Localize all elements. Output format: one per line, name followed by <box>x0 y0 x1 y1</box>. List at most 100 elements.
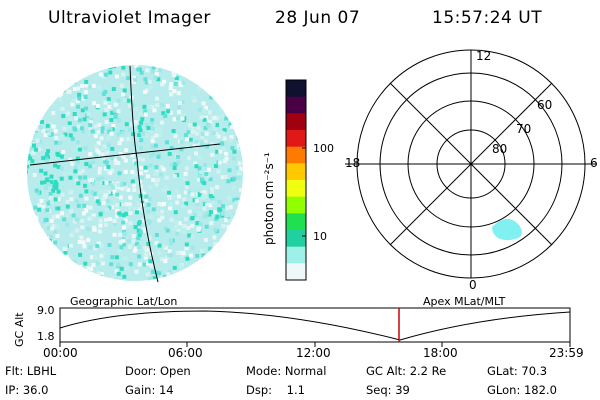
speckle-pixel <box>75 140 80 145</box>
speckle-pixel <box>163 259 168 264</box>
speckle-pixel <box>140 132 145 137</box>
speckle-pixel <box>27 94 28 99</box>
speckle-pixel <box>97 122 102 127</box>
speckle-pixel <box>103 72 108 77</box>
speckle-pixel <box>199 115 204 120</box>
speckle-pixel <box>143 204 147 208</box>
speckle-pixel <box>234 65 239 70</box>
speckle-pixel <box>74 217 79 222</box>
speckle-pixel <box>81 96 86 101</box>
speckle-pixel <box>247 192 250 196</box>
speckle-pixel <box>208 262 213 267</box>
speckle-pixel <box>36 121 40 126</box>
speckle-pixel <box>165 140 169 145</box>
time-label: 15:57:24 UT <box>432 8 543 28</box>
speckle-pixel <box>77 96 82 101</box>
apex-label: Apex MLat/MLT <box>423 295 506 308</box>
speckle-pixel <box>104 120 109 125</box>
speckle-pixel <box>103 192 108 197</box>
speckle-pixel <box>34 215 39 220</box>
speckle-pixel <box>148 277 153 281</box>
speckle-pixel <box>28 61 32 65</box>
speckle-pixel <box>31 259 36 264</box>
speckle-pixel <box>249 189 250 193</box>
speckle-pixel <box>68 133 73 138</box>
speckle-pixel <box>222 136 227 141</box>
speckle-pixel <box>37 104 42 109</box>
speckle-pixel <box>150 104 155 109</box>
speckle-pixel <box>48 251 52 255</box>
speckle-pixel <box>165 103 170 108</box>
colorbar-segment <box>286 246 306 264</box>
speckle-pixel <box>192 198 197 203</box>
speckle-pixel <box>31 111 36 116</box>
speckle-pixel <box>33 96 38 101</box>
speckle-pixel <box>146 218 151 223</box>
speckle-pixel <box>123 256 128 261</box>
speckle-pixel <box>198 107 202 112</box>
speckle-pixel <box>193 161 198 166</box>
speckle-pixel <box>208 77 213 82</box>
speckle-pixel <box>80 218 85 223</box>
speckle-pixel <box>194 139 199 144</box>
speckle-pixel <box>97 229 102 234</box>
speckle-pixel <box>41 241 45 246</box>
speckle-pixel <box>81 280 86 281</box>
speckle-pixel <box>143 89 148 94</box>
gain-info: Gain: 14 <box>125 383 174 397</box>
speckle-pixel <box>220 61 224 65</box>
speckle-pixel <box>132 248 137 253</box>
speckle-pixel <box>29 275 34 280</box>
uv-image-disk <box>20 58 250 288</box>
speckle-pixel <box>175 154 180 159</box>
speckle-pixel <box>175 200 180 205</box>
speckle-pixel <box>159 165 164 170</box>
speckle-pixel <box>154 284 158 288</box>
speckle-pixel <box>232 220 237 225</box>
speckle-pixel <box>172 165 177 170</box>
speckle-pixel <box>170 272 175 277</box>
speckle-pixel <box>218 251 223 256</box>
speckle-pixel <box>92 227 97 232</box>
speckle-pixel <box>224 253 229 258</box>
speckle-pixel <box>54 182 59 187</box>
speckle-pixel <box>144 133 149 138</box>
speckle-pixel <box>124 202 129 207</box>
speckle-pixel <box>71 99 76 104</box>
speckle-pixel <box>248 85 250 89</box>
speckle-pixel <box>55 259 60 264</box>
speckle-pixel <box>44 222 49 226</box>
speckle-pixel <box>118 240 123 245</box>
speckle-pixel <box>220 211 225 216</box>
speckle-pixel <box>28 87 33 92</box>
speckle-pixel <box>99 253 104 258</box>
speckle-pixel <box>170 59 174 63</box>
speckle-pixel <box>95 244 100 248</box>
speckle-pixel <box>125 265 130 270</box>
speckle-pixel <box>188 137 193 142</box>
orbit-xtick-1800: 18:00 <box>423 346 458 360</box>
speckle-pixel <box>235 213 240 218</box>
speckle-pixel <box>70 102 75 107</box>
speckle-pixel <box>228 264 233 269</box>
speckle-pixel <box>108 170 113 175</box>
speckle-pixel <box>68 157 73 162</box>
speckle-pixel <box>74 178 79 183</box>
speckle-pixel <box>221 147 226 152</box>
speckle-pixel <box>36 58 40 62</box>
speckle-pixel <box>137 133 142 138</box>
speckle-pixel <box>208 120 213 125</box>
speckle-pixel <box>231 101 236 106</box>
speckle-pixel <box>160 65 165 68</box>
speckle-pixel <box>139 165 144 170</box>
speckle-pixel <box>20 114 24 118</box>
speckle-pixel <box>113 102 118 107</box>
speckle-pixel <box>94 144 99 148</box>
speckle-pixel <box>40 180 44 185</box>
speckle-pixel <box>161 243 166 248</box>
speckle-pixel <box>157 65 162 66</box>
speckle-pixel <box>125 223 130 228</box>
speckle-pixel <box>153 127 158 132</box>
speckle-pixel <box>103 100 108 105</box>
speckle-pixel <box>71 59 75 63</box>
